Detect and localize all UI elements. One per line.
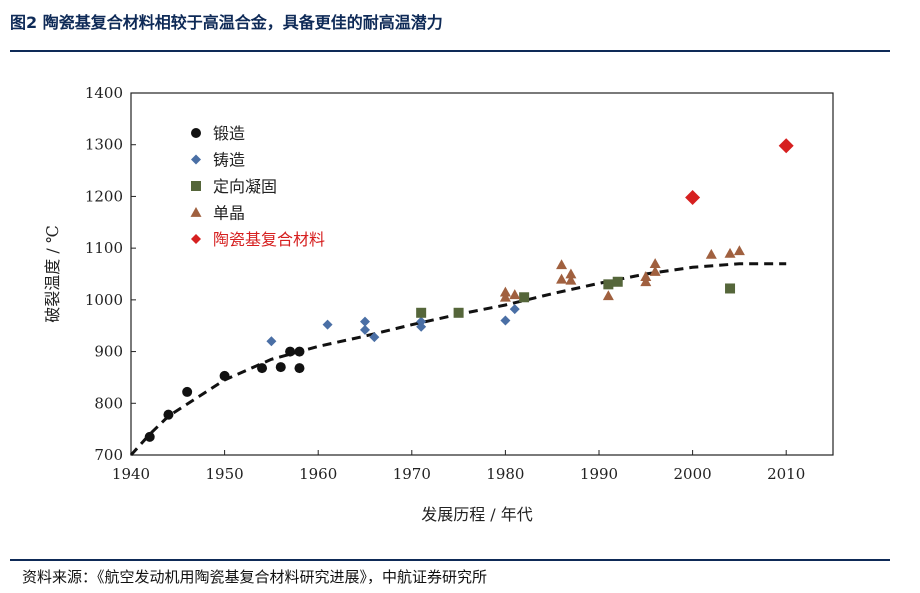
title-divider [10,50,890,52]
legend-marker-2 [191,154,201,165]
data-point-series-3 [519,292,530,303]
x-tick-label: 1940 [112,465,150,483]
y-tick-label: 800 [94,394,123,412]
data-point-series-4 [640,271,652,281]
legend-marker-5 [191,234,201,244]
y-axis-label: 破裂温度 / ℃ [43,225,62,322]
data-point-series-2 [360,316,370,327]
footer-divider [10,559,890,561]
data-point-series-3 [725,283,736,294]
data-point-series-4 [499,286,511,297]
data-point-series-4 [649,265,661,276]
data-point-series-2 [500,315,511,326]
legend-label-5: 陶瓷基复合材料 [213,230,325,249]
data-point-series-4 [556,259,568,270]
y-tick-label: 1200 [85,187,123,205]
data-point-series-4 [649,258,661,269]
data-point-series-1 [182,386,193,397]
data-point-series-4 [733,245,745,256]
data-point-series-1 [144,431,155,442]
x-tick-label: 1960 [299,465,337,483]
data-point-series-4 [509,289,521,300]
data-point-series-4 [640,276,652,287]
legend-label-4: 单晶 [213,204,245,223]
data-point-series-4 [705,248,717,259]
data-point-series-5 [685,189,701,205]
source-note: 资料来源：《航空发动机用陶瓷基复合材料研究进展》，中航证券研究所 [22,568,488,586]
data-point-series-2 [360,324,370,335]
legend-label-1: 锻造 [213,124,245,143]
legend-label-3: 定向凝固 [213,177,277,196]
x-tick-label: 1980 [486,465,524,483]
data-point-series-3 [453,307,464,318]
y-tick-label: 1000 [85,291,123,309]
legend-marker-1 [191,128,201,138]
legend-label-2: 铸造 [213,151,245,170]
data-point-series-4 [499,291,511,302]
data-point-series-4 [602,290,614,301]
data-point-series-1 [285,346,296,357]
trend-line [129,262,787,457]
data-point-series-2 [416,316,427,327]
data-point-series-4 [565,268,577,279]
data-point-series-1 [257,363,268,374]
data-point-series-1 [294,363,305,374]
x-tick-label: 2010 [767,465,805,483]
x-axis-label: 发展历程 / 年代 [421,505,533,524]
y-tick-label: 700 [94,446,123,464]
y-tick-label: 1300 [85,136,123,154]
x-tick-label: 1950 [206,465,244,483]
data-point-series-1 [294,346,305,357]
y-tick-label: 900 [94,343,123,361]
y-tick-label: 1400 [85,84,123,102]
data-point-series-3 [612,276,623,287]
data-point-series-2 [509,304,520,315]
x-tick-label: 1970 [393,465,431,483]
data-point-series-4 [724,247,736,258]
data-point-series-4 [565,274,577,285]
data-point-series-2 [416,321,427,332]
data-point-series-1 [275,362,286,373]
data-point-series-2 [369,332,380,343]
figure-title: 图2 陶瓷基复合材料相较于高温合金，具备更佳的耐高温潜力 [10,13,443,32]
legend-marker-4 [190,207,202,217]
legend-marker-3 [191,181,201,191]
data-point-series-1 [163,409,174,420]
plot-frame [130,92,834,456]
data-point-series-3 [416,307,427,318]
data-point-series-5 [778,138,794,154]
data-point-series-2 [322,319,333,330]
data-point-series-4 [556,273,568,284]
data-point-series-1 [219,370,230,381]
x-tick-label: 2000 [674,465,712,483]
data-point-series-3 [603,279,614,290]
data-point-series-2 [266,336,277,347]
x-tick-label: 1990 [580,465,618,483]
y-tick-label: 1100 [85,239,123,257]
